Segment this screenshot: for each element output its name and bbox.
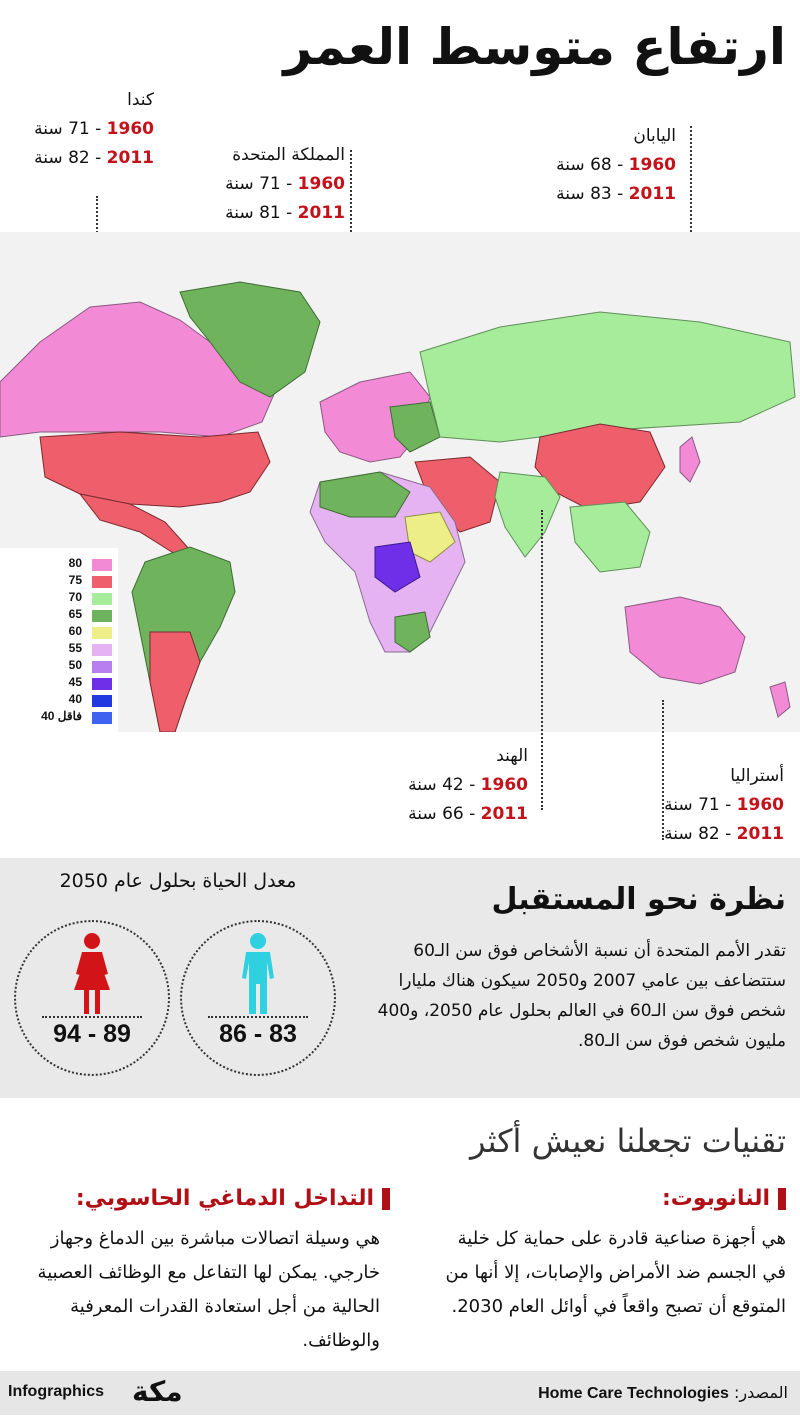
legend-item: 50	[0, 658, 118, 675]
year-2011: 2011	[106, 148, 154, 168]
value-1960: 68 سنة	[556, 155, 612, 175]
legend-item: 40 فاقل	[0, 709, 118, 726]
country-name: المملكة المتحدة	[232, 145, 345, 165]
nanobots-heading-text: النانوبوت:	[661, 1186, 770, 1211]
value-1960: 71 سنة	[664, 795, 720, 815]
value-1960: 71 سنة	[34, 119, 90, 139]
legend-swatch	[92, 559, 112, 571]
male-baseline	[208, 1016, 308, 1018]
legend-item: 55	[0, 641, 118, 658]
pointer-line-australia	[662, 700, 664, 840]
legend-swatch	[92, 627, 112, 639]
bci-body: هي وسيلة اتصالات مباشرة بين الدماغ وجهاز…	[37, 1228, 380, 1351]
value-2011: 82 سنة	[664, 824, 720, 844]
source-name: Home Care Technologies	[538, 1385, 729, 1402]
world-map	[0, 232, 800, 733]
country-australia: أستراليا 1960 - 71 سنة 2011 - 82 سنة	[634, 762, 784, 849]
legend-value: 50	[68, 658, 82, 672]
legend-swatch	[92, 661, 112, 673]
legend-value: 60	[68, 624, 82, 638]
makkah-logo: مكة	[132, 1375, 183, 1408]
legend-value: 45	[68, 675, 82, 689]
heading-bar	[778, 1188, 786, 1210]
pointer-line-india	[541, 510, 543, 810]
legend-item: 60	[0, 624, 118, 641]
country-uk: المملكة المتحدة 1960 - 71 سنة 2011 - 81 …	[175, 141, 345, 228]
future-title: نظرة نحو المستقبل	[491, 882, 787, 917]
footer-source: المصدر: Home Care Technologies	[538, 1383, 788, 1403]
page-title: ارتفاع متوسط العمر	[283, 18, 787, 76]
legend-item: 65	[0, 607, 118, 624]
source-label: المصدر:	[734, 1383, 788, 1402]
legend-value: 80	[68, 556, 82, 570]
legend-swatch	[92, 712, 112, 724]
country-india: الهند 1960 - 42 سنة 2011 - 66 سنة	[378, 742, 528, 829]
legend-value: 75	[68, 573, 82, 587]
year-2011: 2011	[480, 804, 528, 824]
legend-item: 40	[0, 692, 118, 709]
legend-item: 45	[0, 675, 118, 692]
legend-item: 80	[0, 556, 118, 573]
future-section: نظرة نحو المستقبل تقدر الأمم المتحدة أن …	[0, 858, 800, 1098]
legend-value: 65	[68, 607, 82, 621]
country-name: كندا	[127, 90, 154, 110]
legend-swatch	[92, 576, 112, 588]
year-2011: 2011	[628, 184, 676, 204]
year-2011: 2011	[297, 203, 345, 223]
male-circle: 86 - 83	[180, 920, 336, 1076]
legend-value: 40 فاقل	[41, 709, 82, 723]
future-body: تقدر الأمم المتحدة أن نسبة الأشخاص فوق س…	[377, 941, 786, 1051]
life-expectancy-title: معدل الحياة بحلول عام 2050	[59, 870, 297, 892]
value-2011: 82 سنة	[34, 148, 90, 168]
country-japan: اليابان 1960 - 68 سنة 2011 - 83 سنة	[526, 122, 676, 209]
legend-value: 40	[68, 692, 82, 706]
bci-heading: التداخل الدماغي الحاسوبي:	[10, 1186, 390, 1211]
country-name: الهند	[496, 746, 528, 766]
year-1960: 1960	[106, 119, 154, 139]
nanobots-heading: النانوبوت:	[446, 1186, 786, 1211]
legend-swatch	[92, 610, 112, 622]
value-2011: 66 سنة	[408, 804, 464, 824]
country-name: أستراليا	[730, 766, 784, 786]
female-baseline	[42, 1016, 142, 1018]
world-map-svg	[0, 281, 796, 733]
female-icon	[74, 933, 110, 1014]
legend-swatch	[92, 593, 112, 605]
male-icon	[242, 933, 274, 1014]
legend-item: 75	[0, 573, 118, 590]
year-1960: 1960	[480, 775, 528, 795]
year-1960: 1960	[297, 174, 345, 194]
country-canada: كندا 1960 - 71 سنة 2011 - 82 سنة	[4, 86, 154, 173]
legend-value: 70	[68, 590, 82, 604]
year-2011: 2011	[736, 824, 784, 844]
bci-heading-text: التداخل الدماغي الحاسوبي:	[75, 1186, 374, 1211]
nanobots-body: هي أجهزة صناعية قادرة على حماية كل خلية …	[445, 1228, 786, 1317]
value-2011: 83 سنة	[556, 184, 612, 204]
year-1960: 1960	[628, 155, 676, 175]
value-1960: 71 سنة	[225, 174, 281, 194]
female-range: 94 - 89	[53, 1020, 131, 1048]
legend-swatch	[92, 678, 112, 690]
female-circle: 94 - 89	[14, 920, 170, 1076]
value-1960: 42 سنة	[408, 775, 464, 795]
value-2011: 81 سنة	[225, 203, 281, 223]
male-range: 86 - 83	[219, 1020, 297, 1048]
tech-title: تقنيات تجعلنا نعيش أكثر	[469, 1122, 786, 1160]
country-name: اليابان	[633, 126, 676, 146]
legend-value: 55	[68, 641, 82, 655]
legend-item: 70	[0, 590, 118, 607]
legend-swatch	[92, 695, 112, 707]
heading-bar	[382, 1188, 390, 1210]
footer: Infographics مكة المصدر: Home Care Techn…	[0, 1371, 800, 1415]
footer-brand: Infographics	[8, 1383, 105, 1400]
map-legend: 80 75 70 65 60 55 50 45 40 40 فاقل	[0, 548, 118, 732]
year-1960: 1960	[736, 795, 784, 815]
legend-swatch	[92, 644, 112, 656]
